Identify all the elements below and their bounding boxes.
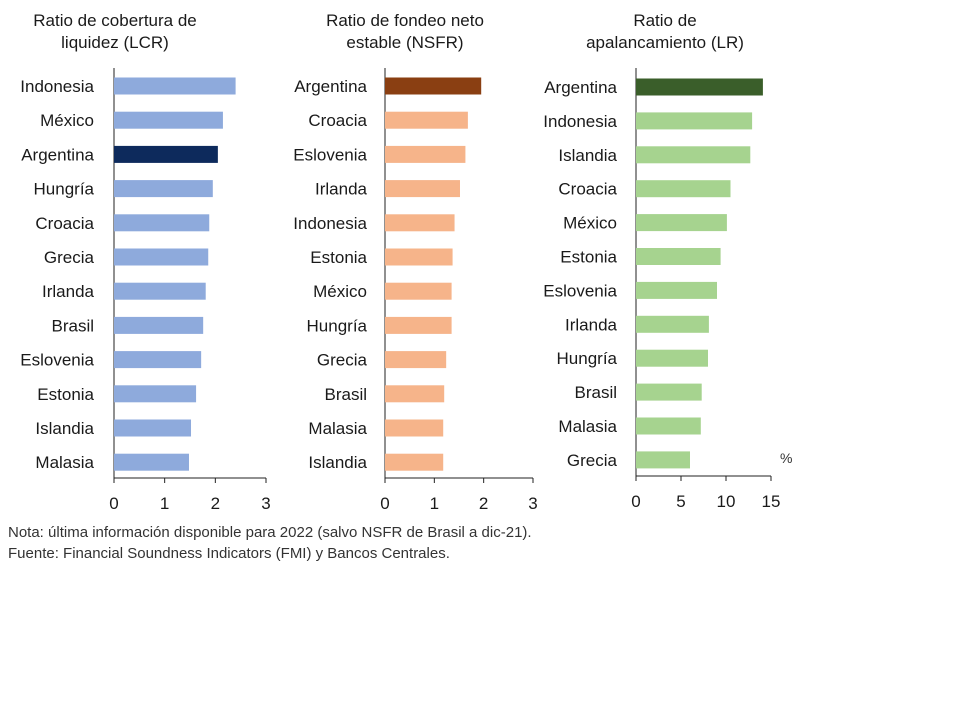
source-text: Fuente: Financial Soundness Indicators (… bbox=[8, 545, 450, 562]
x-tick-label: 15 bbox=[762, 492, 781, 511]
unit-label: % bbox=[780, 450, 792, 466]
category-label: Malasia bbox=[308, 419, 367, 438]
x-tick-label: 2 bbox=[479, 494, 488, 513]
bar-croacia bbox=[385, 111, 468, 129]
category-label: Indonesia bbox=[293, 214, 367, 233]
category-label: Hungría bbox=[557, 349, 618, 368]
bar-indonesia bbox=[385, 214, 455, 232]
category-label: Croacia bbox=[558, 180, 617, 199]
category-label: Malasia bbox=[558, 417, 617, 436]
category-label: Estonia bbox=[37, 385, 94, 404]
category-label: Croacia bbox=[308, 111, 367, 130]
category-label: Grecia bbox=[44, 248, 95, 267]
bar-malasia bbox=[114, 453, 189, 471]
chart-nsfr: Argentina Croacia Eslovenia Irlanda Indonesi… bbox=[293, 68, 538, 513]
bar-argentina bbox=[385, 77, 482, 95]
panel-lr: Ratio de apalancamiento (LR) Argentina In… bbox=[515, 0, 815, 520]
x-tick-label: 1 bbox=[160, 494, 169, 513]
bar-estonia bbox=[385, 248, 453, 266]
category-label: Eslovenia bbox=[293, 145, 367, 164]
bar-grecia bbox=[114, 248, 209, 266]
bar-méxico bbox=[114, 111, 223, 129]
x-tick-label: 3 bbox=[528, 494, 537, 513]
bar-irlanda bbox=[636, 315, 709, 333]
bar-eslovenia bbox=[114, 351, 202, 369]
bar-indonesia bbox=[636, 112, 753, 130]
bar-irlanda bbox=[385, 180, 460, 198]
category-label: México bbox=[40, 111, 94, 130]
bar-méxico bbox=[385, 282, 452, 300]
category-label: Brasil bbox=[574, 383, 617, 402]
chart-title-lcr: Ratio de cobertura de liquidez (LCR) bbox=[33, 11, 197, 52]
category-label: Grecia bbox=[317, 351, 368, 370]
category-label: Argentina bbox=[294, 77, 367, 96]
bar-brasil bbox=[636, 383, 702, 401]
bar-brasil bbox=[385, 385, 445, 403]
bar-malasia bbox=[636, 417, 701, 435]
bar-indonesia bbox=[114, 77, 236, 95]
category-label: Hungría bbox=[34, 180, 95, 199]
bar-hungría bbox=[114, 180, 213, 198]
bar-eslovenia bbox=[636, 281, 717, 299]
category-label: Irlanda bbox=[315, 180, 368, 199]
bar-croacia bbox=[114, 214, 210, 232]
bar-croacia bbox=[636, 180, 731, 198]
category-label: Malasia bbox=[35, 453, 94, 472]
category-label: Argentina bbox=[21, 145, 94, 164]
bar-eslovenia bbox=[385, 145, 466, 163]
x-tick-label: 5 bbox=[676, 492, 685, 511]
category-label: Eslovenia bbox=[543, 281, 617, 300]
bar-hungría bbox=[385, 316, 452, 334]
x-tick-label: 0 bbox=[380, 494, 389, 513]
category-label: Brasil bbox=[324, 385, 367, 404]
category-label: Estonia bbox=[560, 248, 617, 267]
x-tick-label: 10 bbox=[717, 492, 736, 511]
note-text: Nota: última información disponible para… bbox=[8, 524, 532, 541]
x-tick-label: 2 bbox=[211, 494, 220, 513]
category-label: Grecia bbox=[567, 451, 618, 470]
bar-malasia bbox=[385, 419, 444, 437]
bar-irlanda bbox=[114, 282, 206, 300]
chart-lcr: Indonesia México Argentina Hungría Croacia Gr… bbox=[20, 68, 271, 513]
bar-islandia bbox=[114, 419, 192, 437]
bar-brasil bbox=[114, 316, 204, 334]
category-label: Islandia bbox=[308, 453, 367, 472]
chart-title-nsfr: Ratio de fondeo neto estable (NSFR) bbox=[326, 11, 484, 52]
bar-estonia bbox=[114, 385, 197, 403]
category-label: Indonesia bbox=[20, 77, 94, 96]
category-label: Eslovenia bbox=[20, 351, 94, 370]
chart-lr: Argentina Indonesia Islandia Croacia México E… bbox=[543, 68, 792, 511]
footnotes: Nota: última información disponible para… bbox=[8, 522, 532, 564]
bar-islandia bbox=[636, 146, 751, 164]
category-label: México bbox=[563, 214, 617, 233]
x-tick-label: 1 bbox=[430, 494, 439, 513]
bar-estonia bbox=[636, 248, 721, 265]
category-label: Argentina bbox=[544, 78, 617, 97]
bar-argentina bbox=[114, 145, 218, 163]
panel-lcr: Ratio de cobertura de liquidez (LCR) Ind… bbox=[0, 0, 300, 520]
category-label: Irlanda bbox=[565, 315, 618, 334]
bar-méxico bbox=[636, 214, 727, 232]
category-label: Estonia bbox=[310, 248, 367, 267]
x-tick-label: 3 bbox=[261, 494, 270, 513]
x-tick-label: 0 bbox=[631, 492, 640, 511]
bar-argentina bbox=[636, 78, 763, 96]
category-label: México bbox=[313, 282, 367, 301]
category-label: Islandia bbox=[35, 419, 94, 438]
category-label: Irlanda bbox=[42, 282, 95, 301]
bar-hungría bbox=[636, 349, 708, 367]
x-tick-label: 0 bbox=[109, 494, 118, 513]
bar-grecia bbox=[636, 451, 690, 469]
bar-islandia bbox=[385, 453, 444, 471]
category-label: Croacia bbox=[35, 214, 94, 233]
category-label: Brasil bbox=[51, 316, 94, 335]
category-label: Islandia bbox=[558, 146, 617, 165]
category-label: Indonesia bbox=[543, 112, 617, 131]
chart-title-lr: Ratio de apalancamiento (LR) bbox=[586, 11, 744, 52]
bar-grecia bbox=[385, 351, 447, 369]
panel-nsfr: Ratio de fondeo neto estable (NSFR) Arge… bbox=[255, 0, 555, 520]
category-label: Hungría bbox=[307, 316, 368, 335]
